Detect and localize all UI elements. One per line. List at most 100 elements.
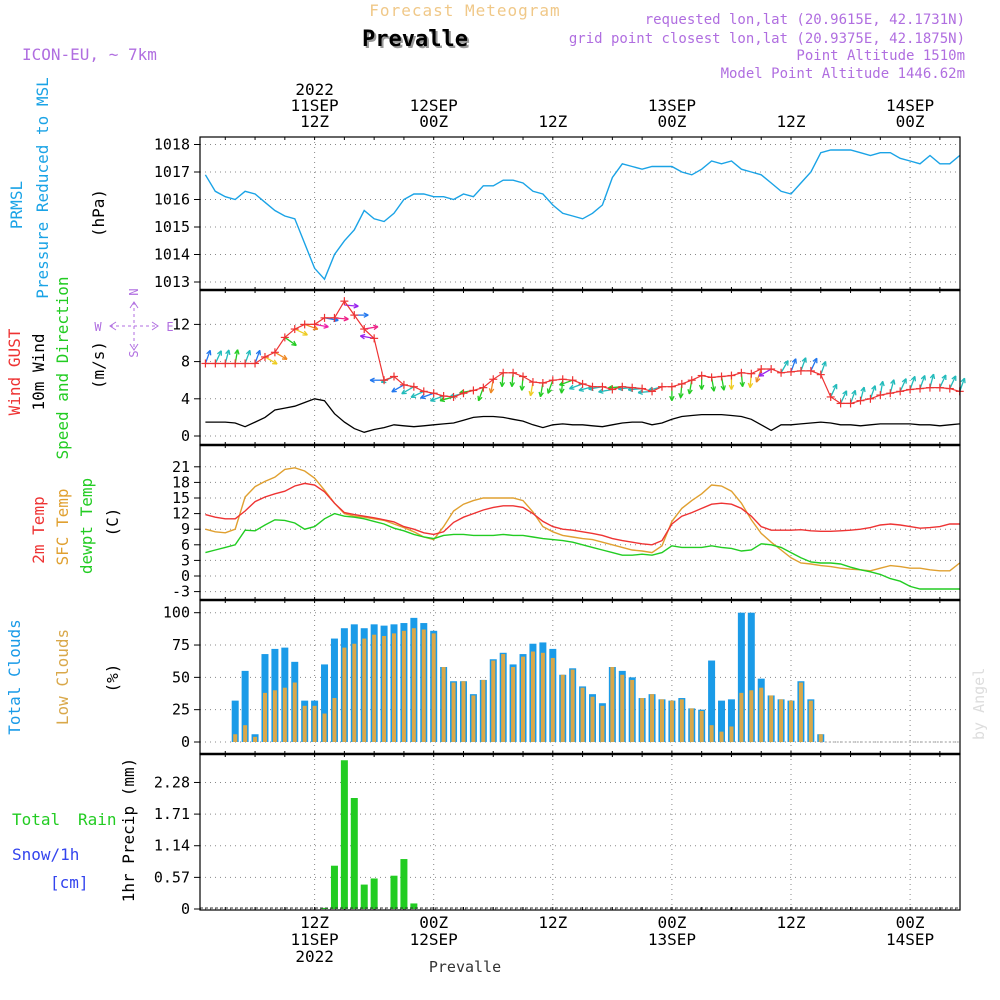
gust-marker [747, 369, 756, 378]
y-tick-label: 4 [181, 390, 190, 408]
top-time-label: 12Z [300, 112, 329, 131]
gust-marker [528, 378, 537, 387]
low-cloud-bar [362, 638, 367, 742]
watermark: by Angel [970, 668, 988, 740]
label-snow-unit: [cm] [50, 873, 89, 892]
wind-arrow-head [688, 389, 693, 395]
wind-arrow-head [228, 349, 231, 355]
wind-arrow-head [410, 392, 415, 398]
low-cloud-bar [392, 633, 396, 742]
y-tick-label: 1017 [154, 163, 190, 181]
wind-arrow-head [598, 391, 604, 394]
gust-marker [886, 389, 895, 398]
wind-arrow-head [359, 335, 365, 340]
gust-marker [519, 372, 528, 381]
low-cloud-bar [610, 667, 615, 742]
gust-marker [816, 370, 825, 379]
wind-arrow [929, 373, 936, 388]
wind-arrow-head [477, 395, 480, 401]
gust-marker [469, 386, 478, 395]
wind-arrow-head [283, 354, 288, 360]
total-cloud-bar [737, 612, 745, 742]
label-10m-wind: 10m Wind [29, 333, 48, 410]
wind-arrow [509, 372, 515, 388]
wind-arrow [401, 386, 415, 395]
wind-arrow-head [206, 349, 211, 355]
wind-arrow-head [678, 392, 682, 399]
wind-arrow-head [291, 344, 297, 347]
wind-arrow [224, 349, 231, 364]
low-cloud-bar [481, 679, 486, 742]
low-cloud-bar [262, 692, 267, 742]
low-cloud-bar [401, 630, 406, 742]
low-cloud-bar [769, 695, 774, 742]
gust-marker [260, 352, 269, 361]
grid-point-coords: grid point closest lon,lat (20.9375E, 42… [569, 31, 965, 47]
label-dewpt-temp: dewpt Temp [77, 478, 96, 574]
y-tick-label: 2.28 [154, 773, 190, 791]
wind-arrow-head [559, 384, 565, 387]
wind-arrow-head [749, 383, 754, 388]
wind-arrow-head [951, 375, 957, 380]
station-title-shadow: Prevalle [364, 29, 470, 54]
wind-arrow-head [901, 378, 907, 383]
wind-arrow-head [963, 378, 966, 384]
wind-arrow-head [538, 391, 542, 397]
wind-arrow-shaft [559, 379, 573, 386]
y-tick-label: 0.57 [154, 868, 190, 886]
top-time-label: 00Z [657, 112, 686, 131]
low-cloud-bar [292, 682, 297, 742]
gust-marker [727, 371, 736, 380]
gust-marker [449, 392, 458, 401]
wind-arrow-head [488, 388, 492, 394]
bottom-time-label: 12SEP [410, 930, 458, 949]
wind-arrow-shaft [224, 349, 230, 364]
gust-marker [846, 399, 855, 408]
wind-arrow-shaft [430, 395, 444, 402]
wind-arrow-shaft [820, 361, 827, 375]
bottom-time-label: 13SEP [648, 930, 696, 949]
gust-marker [916, 384, 925, 393]
wind-arrow-head [569, 388, 575, 390]
wind-arrow-head [391, 387, 396, 393]
wind-arrow-head [568, 384, 574, 390]
wind-arrow-head [824, 361, 827, 367]
y-tick-label: 100 [163, 604, 190, 622]
gust-marker [399, 380, 408, 389]
wind-arrow [780, 360, 789, 374]
compass-arrow-e [151, 321, 159, 331]
wind-arrow-head [860, 386, 865, 392]
gust-marker [201, 359, 210, 368]
gust-marker [439, 392, 448, 401]
wind-arrow-head [360, 333, 366, 337]
gust-marker [667, 382, 676, 391]
point-altitude: Point Altitude 1510m [796, 48, 965, 64]
y-tick-label: 1014 [154, 246, 190, 264]
low-cloud-bar [253, 736, 258, 742]
wind-arrow-shaft [929, 373, 935, 388]
total-cloud-bar [330, 638, 338, 742]
wind-arrow-head [578, 389, 585, 392]
gust-marker [608, 385, 617, 394]
wind-arrow [391, 384, 405, 393]
wind-arrow-shaft [780, 360, 789, 374]
low-cloud-bar [332, 698, 337, 742]
wind-arrow-head [730, 384, 735, 390]
gust-marker [300, 320, 309, 329]
low-cloud-bar [669, 700, 674, 742]
panel-frame [199, 753, 961, 911]
total-cloud-bar [727, 699, 735, 742]
total-cloud-bar [241, 670, 249, 742]
wind-arrow-head [723, 385, 726, 391]
gust-marker [787, 367, 795, 376]
requested-coords: requested lon,lat (20.9615E, 42.1731N) [645, 12, 965, 28]
gust-marker [806, 366, 815, 375]
wind-arrow-shaft [790, 358, 797, 373]
low-cloud-bar [322, 713, 327, 742]
wind-arrow-shaft [547, 379, 554, 394]
low-cloud-bar [352, 643, 357, 742]
rain-bar [340, 760, 348, 909]
gust-marker [231, 359, 240, 368]
wind-arrow-head [893, 379, 896, 385]
wind-arrow [214, 350, 222, 364]
